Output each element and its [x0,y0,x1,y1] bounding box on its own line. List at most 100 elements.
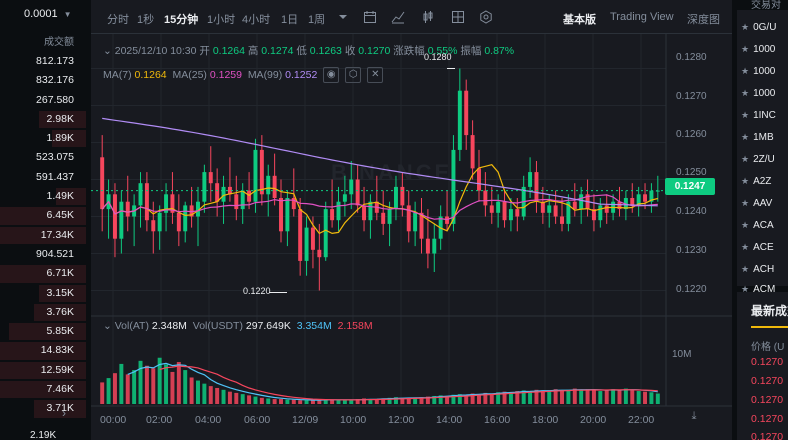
close-icon[interactable]: ✕ [367,67,384,83]
trade-price: 0.1270 [751,356,784,368]
more-intervals-icon[interactable] [336,10,350,24]
order-book-row[interactable]: 267.580 [0,91,86,110]
layout-icon[interactable] [451,10,465,24]
order-book-row[interactable]: 812.173 [0,52,86,71]
star-icon[interactable]: ★ [741,132,750,142]
volume-bar [604,390,609,404]
star-icon[interactable]: ★ [741,88,750,98]
price-step-select[interactable]: 0.0001 ▼ [0,8,86,28]
pair-item[interactable]: ★ AAV [741,198,773,209]
order-book-row[interactable]: 523.075 [0,148,86,167]
order-book-row[interactable]: 12.59K [0,361,86,380]
candle-type-icon[interactable] [421,10,435,24]
order-book-row[interactable]: 14.83K [0,341,86,360]
pair-item[interactable]: ★ 1000 [741,44,776,55]
interval-1d[interactable]: 1日 [281,14,299,26]
candle-body [381,212,386,224]
star-icon[interactable]: ★ [741,220,750,230]
order-book-row[interactable]: 591.437 [0,168,86,187]
candle-body [183,205,188,232]
volume-bar [259,397,264,404]
candlestick-chart[interactable] [91,34,732,440]
view-tradingview-tab[interactable]: Trading View [610,11,674,23]
interval-time[interactable]: 分时 [107,14,129,26]
chevron-down-icon[interactable]: ⌄ [103,320,112,332]
volume-bar [253,396,258,404]
pair-item[interactable]: ★ ACE [741,242,774,253]
order-book-row[interactable]: 1.89K [0,129,86,148]
pair-item[interactable]: ★ ACH [741,264,775,275]
eye-icon[interactable]: ◉ [323,67,340,83]
interval-4h[interactable]: 4小时 [242,14,271,26]
order-book-amount: 7.46K [46,383,74,396]
star-icon[interactable]: ★ [741,176,750,186]
volume-bar [189,377,194,404]
trades-tab[interactable]: 最新成交 [751,304,788,318]
volume-bar [125,374,130,404]
legend-datetime: 2025/12/10 10:30 [114,45,197,57]
star-icon[interactable]: ★ [741,66,750,76]
volume-bar [227,391,232,404]
star-icon[interactable]: ★ [741,198,750,208]
settings-icon[interactable] [479,10,493,24]
order-book-row[interactable]: 2.98K [0,110,86,129]
star-icon[interactable]: ★ [741,44,750,54]
pair-item[interactable]: ★ 1MB [741,132,774,143]
order-book-row[interactable]: 6.71K [0,264,86,283]
candle-body [138,183,143,206]
volume-bar [643,391,648,404]
interval-1w[interactable]: 1周 [308,14,326,26]
candle-body [317,249,322,258]
pair-item[interactable]: ★ 1000 [741,88,776,99]
order-book-row[interactable]: 6.45K [0,206,86,225]
order-book-row[interactable]: 7.46K [0,380,86,399]
pair-item[interactable]: ★ A2Z [741,176,772,187]
pair-item[interactable]: ★ ACM [741,284,776,295]
ma7-line [101,164,658,235]
interval-1h[interactable]: 1小时 [207,14,236,26]
order-book-row[interactable]: 904.521 [0,245,86,264]
legend-high: 0.1274 [261,45,294,57]
pair-item[interactable]: ★ ACA [741,220,774,231]
chevron-down-icon[interactable]: ⌄ [103,45,112,57]
star-icon[interactable]: ★ [741,264,750,274]
star-icon[interactable]: ★ [741,110,750,120]
view-basic-tab[interactable]: 基本版 [563,14,596,26]
candle-body [157,212,162,232]
pair-item[interactable]: ★ 1INC [741,110,776,121]
vol-ma2-value: 2.158M [337,320,373,332]
candle-body [387,209,392,224]
legend-open-label: 开 [199,45,210,57]
order-book-amount: 1.49K [46,190,74,203]
order-book-row[interactable]: 3.15K [0,284,86,303]
calendar-icon[interactable] [363,10,377,24]
volume-axis-label: 10M [672,349,692,360]
order-book-amount: 14.83K [40,344,74,357]
indicator-icon[interactable] [391,10,405,24]
candle-body [515,209,520,217]
interval-15m[interactable]: 15分钟 [164,14,199,26]
order-book-row[interactable]: 5.85K [0,322,86,341]
order-book-row[interactable]: 3.71K [0,399,86,418]
chevron-right-icon[interactable]: › [62,406,66,420]
interval-1s[interactable]: 1秒 [137,14,155,26]
star-icon[interactable]: ★ [741,242,750,252]
volume-bar [381,398,386,404]
depth-bar [51,130,86,148]
star-icon[interactable]: ★ [741,154,750,164]
depth-bar [8,323,86,341]
gear-icon[interactable]: ⬡ [345,67,362,83]
pair-item[interactable]: ★ 0G/U [741,22,777,33]
candle-body [400,186,405,206]
pair-item[interactable]: ★ 2Z/U [741,154,775,165]
star-icon[interactable]: ★ [741,284,750,294]
star-icon[interactable]: ★ [741,22,750,32]
order-book-row[interactable]: 3.76K [0,303,86,322]
order-book-amount: 1.89K [46,132,74,145]
order-book-row[interactable]: 17.34K [0,226,86,245]
order-book-row[interactable]: 832.176 [0,71,86,90]
order-book-row[interactable]: 1.49K [0,187,86,206]
pair-item[interactable]: ★ 1000 [741,66,776,77]
view-depth-tab[interactable]: 深度图 [687,14,720,26]
reset-chart-icon[interactable]: ⤓ [691,410,697,422]
